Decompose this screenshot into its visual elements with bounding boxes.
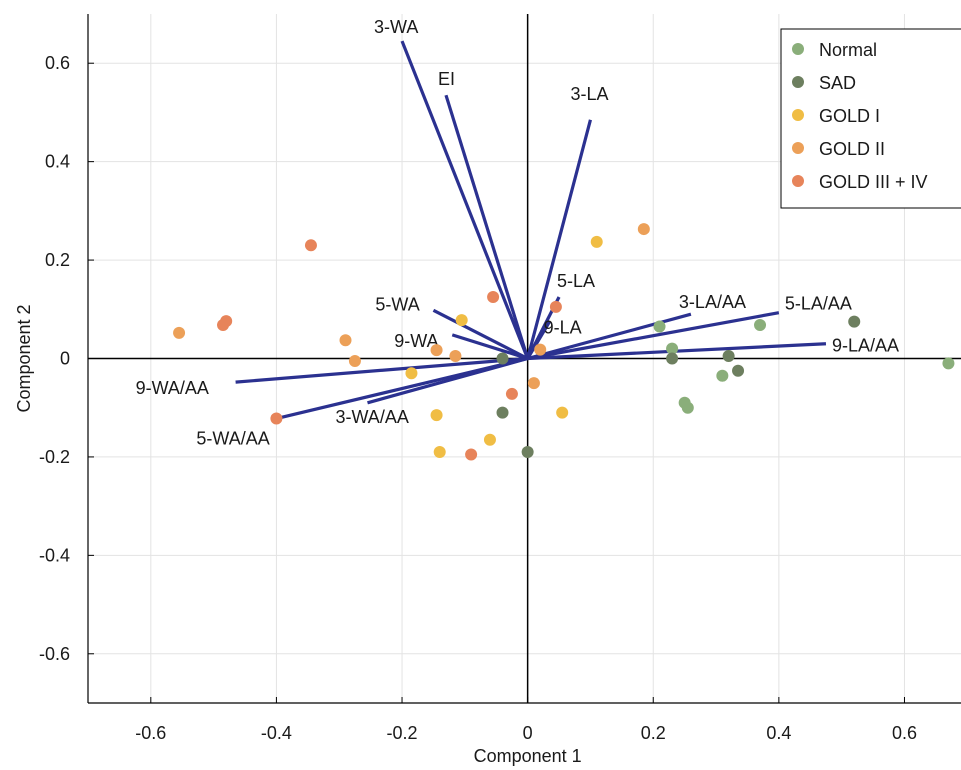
y-axis-title: Component 2 xyxy=(14,304,34,412)
vector-line xyxy=(235,356,528,384)
x-tick-label: -0.6 xyxy=(135,723,166,743)
vector-label: 9-WA xyxy=(394,331,438,351)
y-tick-label: 0 xyxy=(60,349,70,369)
legend-marker xyxy=(792,175,804,187)
vector-label: 5-WA/AA xyxy=(196,429,269,449)
y-tick-label: 0.2 xyxy=(45,250,70,270)
data-point xyxy=(430,409,443,422)
data-point xyxy=(716,369,729,382)
vector-label: 5-WA xyxy=(375,294,419,314)
data-point xyxy=(304,239,317,252)
data-point xyxy=(496,406,509,419)
vector-label: 9-WA/AA xyxy=(136,378,209,398)
legend-label: GOLD II xyxy=(819,139,885,159)
y-tick-label: -0.4 xyxy=(39,545,70,565)
data-point xyxy=(220,315,233,328)
data-point xyxy=(339,334,352,347)
data-point xyxy=(732,364,745,377)
vector-line xyxy=(400,40,530,360)
data-point xyxy=(556,406,569,419)
x-tick-label: 0.6 xyxy=(892,723,917,743)
data-point xyxy=(430,344,443,357)
vector-line xyxy=(527,312,692,361)
data-point xyxy=(433,446,446,459)
x-tick-label: -0.4 xyxy=(261,723,292,743)
tick-labels: -0.6 -0.4 -0.2 0 0.2 0.4 0.6 -0.6 -0.4 -0.2 0 0.2 0.… xyxy=(39,53,917,743)
data-point xyxy=(405,367,418,380)
vector-label: 3-WA xyxy=(374,17,418,37)
vector-line xyxy=(526,320,551,360)
data-point xyxy=(848,315,861,328)
vector-label: EI xyxy=(438,69,455,89)
data-point xyxy=(521,446,534,459)
vector-label: 3-WA/AA xyxy=(335,407,408,427)
y-tick-label: 0.4 xyxy=(45,152,70,172)
legend-marker xyxy=(792,109,804,121)
data-point xyxy=(483,433,496,446)
vector-label: 9-LA xyxy=(544,318,582,338)
data-point xyxy=(527,377,540,390)
x-axis-title: Component 1 xyxy=(474,746,582,766)
data-point xyxy=(348,354,361,367)
x-tick-label: 0.2 xyxy=(641,723,666,743)
legend-label: Normal xyxy=(819,40,877,60)
legend-box xyxy=(780,28,961,209)
data-point xyxy=(722,350,735,363)
x-tick-label: 0.4 xyxy=(766,723,791,743)
y-tick-label: -0.2 xyxy=(39,447,70,467)
legend-label: GOLD I xyxy=(819,106,880,126)
data-point xyxy=(465,448,478,461)
data-point xyxy=(449,350,462,363)
x-tick-label: 0 xyxy=(523,723,533,743)
data-point xyxy=(653,320,666,333)
data-point xyxy=(942,357,955,370)
data-point xyxy=(505,387,518,400)
vector-label: 3-LA xyxy=(570,84,608,104)
vector-line xyxy=(526,119,592,359)
vector-line xyxy=(451,333,529,361)
vector-line xyxy=(276,356,529,421)
data-point xyxy=(270,412,283,425)
legend: Normal SAD GOLD I GOLD II GOLD III + IV xyxy=(780,28,961,209)
data-point xyxy=(549,300,562,313)
data-point xyxy=(173,326,186,339)
data-point xyxy=(590,235,603,248)
loading-vectors: 3-WA EI 3-LA 5-LA 9-LA 5-WA 9-WA 3-LA/AA 5-LA/AA… xyxy=(136,17,899,448)
y-tick-label: 0.6 xyxy=(45,53,70,73)
legend-label: SAD xyxy=(819,73,856,93)
y-tick-label: -0.6 xyxy=(39,644,70,664)
legend-marker xyxy=(792,76,804,88)
legend-marker xyxy=(792,43,804,55)
vector-line xyxy=(444,94,530,359)
vector-label: 5-LA xyxy=(557,271,595,291)
legend-marker xyxy=(792,142,804,154)
vector-label: 5-LA/AA xyxy=(785,294,852,314)
vector-line xyxy=(527,311,780,361)
vector-label: 9-LA/AA xyxy=(832,336,899,356)
data-point xyxy=(496,352,509,365)
data-points xyxy=(173,223,955,461)
vector-label: 3-LA/AA xyxy=(679,292,746,312)
data-point xyxy=(666,352,679,365)
data-point xyxy=(487,290,500,303)
legend-label: GOLD III + IV xyxy=(819,172,928,192)
data-point xyxy=(455,314,468,327)
data-point xyxy=(681,401,694,414)
data-point xyxy=(534,343,547,356)
vector-line xyxy=(432,308,529,360)
data-point xyxy=(754,319,767,332)
x-tick-label: -0.2 xyxy=(387,723,418,743)
data-point xyxy=(666,342,679,355)
data-point xyxy=(637,223,650,236)
